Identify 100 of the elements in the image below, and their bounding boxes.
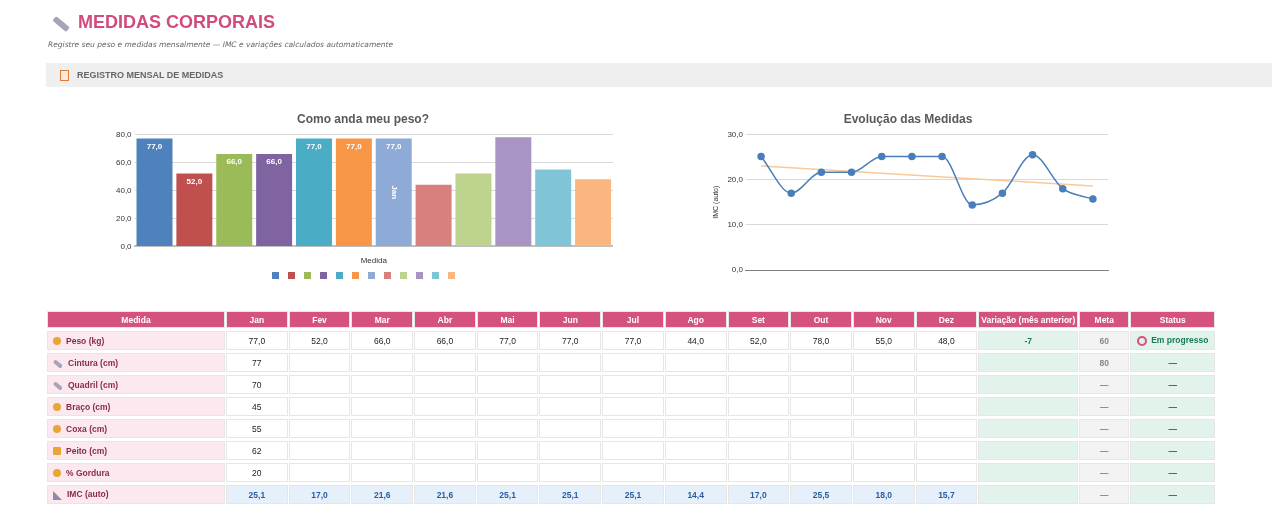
bar	[575, 179, 612, 246]
text: 44,0	[687, 335, 704, 346]
text: 70	[252, 379, 262, 390]
text: 25,5	[812, 489, 830, 500]
point	[1028, 150, 1037, 159]
text: —	[1168, 489, 1177, 500]
bar	[495, 137, 532, 246]
data-label: 77,0	[385, 141, 403, 151]
point	[877, 152, 886, 161]
text: 77,0	[562, 335, 579, 346]
text: 48,0	[938, 335, 955, 346]
text: 21,6	[373, 489, 391, 500]
category-label: Dez	[915, 311, 978, 328]
text: —	[1168, 357, 1177, 368]
category-label: Variação (mês anterior)	[978, 311, 1079, 328]
text: —	[1100, 467, 1109, 478]
text: —	[1100, 445, 1109, 456]
y-tick-label: 40,0	[115, 185, 133, 195]
bar	[335, 138, 372, 246]
text: 60	[1099, 335, 1109, 346]
text: 55,0	[875, 335, 892, 346]
bar	[176, 173, 213, 246]
bar	[136, 138, 173, 246]
text: —	[1168, 379, 1177, 390]
data-label: 52,0	[186, 176, 203, 186]
category-label: Nov	[852, 311, 915, 328]
text: 66,0	[436, 335, 454, 346]
bar	[216, 154, 253, 246]
y-tick-label: 10,0	[727, 220, 744, 229]
point	[817, 168, 826, 177]
category-label: Mar	[351, 311, 414, 328]
data-label: 77,0	[306, 141, 323, 151]
text: 55	[252, 423, 262, 434]
data-label: 66,0	[226, 157, 243, 167]
text: 15,7	[938, 489, 955, 500]
category-label: Ago	[664, 311, 727, 328]
category-label: Mai	[476, 311, 539, 328]
bar	[535, 169, 572, 246]
text: 17,0	[311, 489, 328, 500]
text: MEDIDAS CORPORAIS	[78, 12, 276, 33]
category-label: Coxa (cm)	[66, 423, 108, 434]
text: 77,0	[248, 335, 266, 346]
bar	[415, 184, 452, 246]
text: 77,0	[624, 335, 642, 346]
data-label: 66,0	[266, 157, 283, 167]
text: 25,1	[624, 489, 642, 500]
point	[847, 168, 856, 177]
text: 18,0	[875, 489, 892, 500]
point	[938, 152, 946, 161]
y-tick-label: 20,0	[727, 174, 744, 184]
text: —	[1100, 379, 1109, 390]
category-label: % Gordura	[66, 467, 110, 478]
data-label: 77,0	[146, 141, 163, 151]
text: —	[1168, 401, 1177, 412]
bar	[295, 138, 332, 246]
category-label: Set	[727, 311, 790, 328]
category-label: Jun	[539, 311, 602, 328]
text: 45	[252, 401, 262, 412]
text: 78,0	[812, 335, 830, 346]
text: 66,0	[373, 335, 391, 346]
text: 77	[252, 357, 262, 368]
point	[968, 201, 976, 209]
text: 14,4	[687, 489, 704, 500]
y-tick-label: 80,0	[115, 129, 133, 139]
category-label: IMC (auto)	[67, 489, 109, 500]
text: 25,1	[248, 489, 266, 500]
text: —	[1168, 467, 1177, 478]
bar	[256, 154, 293, 246]
text: -7	[1024, 335, 1033, 346]
y-tick-label: 60,0	[115, 157, 133, 167]
text: —	[1100, 489, 1109, 500]
category-label: Meta	[1079, 311, 1130, 328]
point	[908, 152, 916, 161]
text: 21,6	[436, 489, 454, 500]
point	[1059, 184, 1067, 193]
x-axis-title: Medida	[360, 256, 388, 266]
text: Em progresso	[1151, 335, 1209, 346]
bar	[375, 138, 412, 246]
point	[787, 189, 795, 197]
category-label: Fev	[288, 311, 351, 328]
y-tick-label: 30,0	[727, 129, 744, 139]
data-label: 77,0	[346, 141, 363, 151]
text: 17,0	[750, 489, 767, 500]
chart-title: Evolução das Medidas	[843, 111, 973, 126]
category-label: Status	[1130, 311, 1216, 328]
text: Medida	[47, 311, 225, 328]
category-label: Quadril (cm)	[68, 379, 119, 390]
text: 77,0	[499, 335, 516, 346]
category-label: Out	[790, 311, 852, 328]
category-label: Jan	[226, 311, 288, 328]
y-tick-label: 0,0	[731, 265, 744, 275]
text: —	[1100, 401, 1109, 412]
category-label: Abr	[414, 311, 476, 328]
text: 80	[1099, 357, 1109, 368]
text: —	[1100, 423, 1109, 434]
point	[757, 152, 765, 161]
category-label: Peito (cm)	[66, 445, 108, 456]
text: 62	[252, 445, 262, 456]
text: 52,0	[750, 335, 767, 346]
bar	[455, 173, 492, 246]
